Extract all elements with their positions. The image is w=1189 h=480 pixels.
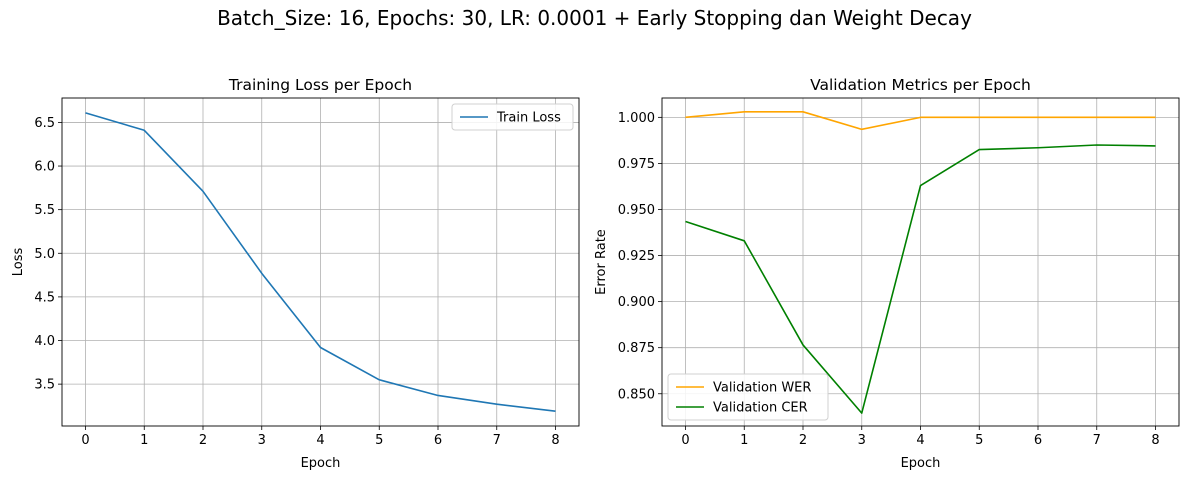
y-tick-label: 5.0 — [34, 247, 55, 262]
x-tick-label: 5 — [975, 433, 983, 448]
y-tick-label: 6.0 — [34, 160, 55, 175]
y-tick-label: 5.5 — [34, 203, 55, 218]
y-axis-label: Loss — [11, 248, 26, 277]
y-tick-label: 0.900 — [618, 295, 655, 310]
figure-title: Batch_Size: 16, Epochs: 30, LR: 0.0001 +… — [217, 6, 972, 30]
y-tick-label: 0.850 — [618, 387, 655, 402]
y-axis-label: Error Rate — [594, 229, 609, 295]
x-tick-label: 5 — [375, 433, 383, 448]
y-tick-label: 6.5 — [34, 116, 55, 131]
x-tick-label: 7 — [493, 433, 501, 448]
legend-label: Train Loss — [496, 111, 561, 126]
chart-2: 0 1 2 3 4 5 6 7 8 0.850 0.875 0.900 0.925 0.950 0.975 1… — [594, 76, 1180, 471]
x-tick-label: 1 — [140, 433, 148, 448]
y-tick-label: 3.5 — [34, 378, 55, 393]
y-tick-label: 1.000 — [618, 111, 655, 126]
y-tick-label: 0.925 — [618, 249, 655, 264]
x-tick-label: 8 — [551, 433, 559, 448]
chart-title: Training Loss per Epoch — [228, 76, 412, 94]
chart-title: Validation Metrics per Epoch — [810, 76, 1031, 94]
x-tick-label: 8 — [1151, 433, 1159, 448]
legend-box — [451, 103, 574, 131]
x-axis-label: Epoch — [901, 456, 941, 471]
legend-label: Validation CER — [713, 401, 808, 416]
x-tick-label: 6 — [1034, 433, 1042, 448]
x-axis-label: Epoch — [301, 456, 341, 471]
y-tick-label: 0.950 — [618, 203, 655, 218]
series-line — [685, 144, 1156, 414]
y-tick-label: 4.5 — [34, 290, 55, 305]
x-tick-label: 7 — [1093, 433, 1101, 448]
y-tick-label: 0.875 — [618, 341, 655, 356]
series-line — [85, 112, 556, 412]
legend-label: Validation WER — [713, 381, 811, 396]
x-tick-label: 2 — [199, 433, 207, 448]
chart-1: 0 1 2 3 4 5 6 7 8 3.5 4.0 4.5 5.0 5.5 6.0 6.5 Training L… — [11, 76, 580, 471]
legend: Validation WER Validation CER — [667, 373, 829, 421]
legend: Train Loss — [451, 103, 574, 131]
x-tick-label: 2 — [799, 433, 807, 448]
x-tick-label: 4 — [916, 433, 924, 448]
x-tick-label: 0 — [681, 433, 689, 448]
x-tick-label: 3 — [858, 433, 866, 448]
x-tick-label: 0 — [81, 433, 89, 448]
x-tick-label: 6 — [434, 433, 442, 448]
x-tick-label: 3 — [258, 433, 266, 448]
legend-box — [667, 373, 829, 421]
series-line — [685, 111, 1156, 131]
y-tick-label: 4.0 — [34, 334, 55, 349]
x-tick-label: 4 — [316, 433, 324, 448]
x-tick-label: 1 — [740, 433, 748, 448]
y-tick-label: 0.975 — [618, 157, 655, 172]
